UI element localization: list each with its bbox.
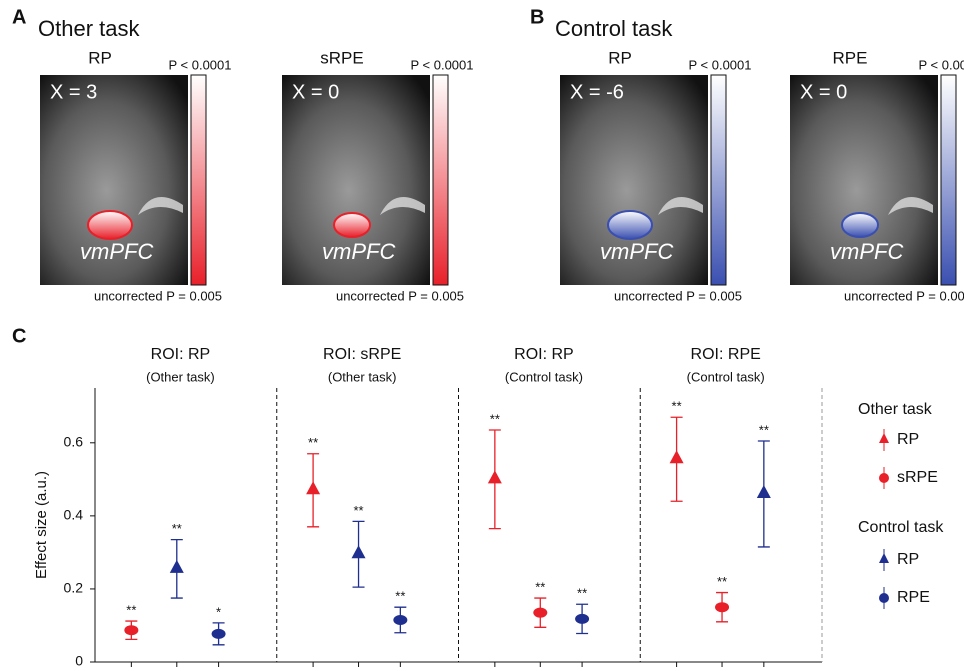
scale-top: P < 0.0001	[918, 57, 964, 72]
panel-letter: A	[12, 6, 26, 28]
scale-bottom: uncorrected P = 0.005	[336, 288, 464, 303]
group-subtitle: (Control task)	[505, 369, 583, 384]
significance-label: **	[490, 411, 500, 426]
scale-bottom: uncorrected P = 0.005	[844, 288, 964, 303]
legend-marker	[879, 553, 889, 563]
scale-bottom: uncorrected P = 0.005	[94, 288, 222, 303]
colorbar	[711, 75, 726, 285]
circle-marker	[715, 602, 729, 612]
circle-marker	[575, 614, 589, 624]
circle-marker	[393, 615, 407, 625]
region-label: vmPFC	[80, 239, 153, 264]
scale-bottom: uncorrected P = 0.005	[614, 288, 742, 303]
colorbar	[191, 75, 206, 285]
triangle-marker	[170, 560, 184, 573]
panel-letter: C	[12, 325, 26, 347]
image-label: RP	[88, 48, 112, 67]
triangle-marker	[352, 545, 366, 558]
activation-blob	[334, 213, 370, 237]
legend-marker	[879, 473, 889, 483]
triangle-marker	[670, 450, 684, 463]
image-label: RP	[608, 48, 632, 67]
scale-top: P < 0.0001	[410, 57, 473, 72]
coord-label: X = 0	[292, 81, 339, 103]
significance-label: *	[216, 604, 221, 619]
significance-label: **	[717, 574, 727, 589]
y-tick-label: 0.2	[64, 580, 84, 596]
y-tick-label: 0	[75, 653, 83, 669]
group-title: ROI: RPE	[691, 346, 761, 363]
circle-marker	[124, 625, 138, 635]
group-title: ROI: RP	[514, 346, 574, 363]
legend-heading: Control task	[858, 519, 944, 536]
panel-title: Other task	[38, 16, 140, 41]
triangle-marker	[757, 485, 771, 498]
triangle-marker	[488, 470, 502, 483]
panel-letter: B	[530, 6, 544, 28]
image-label: RPE	[833, 48, 868, 67]
region-label: vmPFC	[600, 239, 673, 264]
group-subtitle: (Other task)	[328, 369, 397, 384]
y-axis-label: Effect size (a.u.)	[33, 471, 50, 579]
significance-label: **	[672, 399, 682, 414]
coord-label: X = 3	[50, 81, 97, 103]
region-label: vmPFC	[830, 239, 903, 264]
group-title: ROI: RP	[151, 346, 211, 363]
legend-label: sRPE	[897, 469, 938, 486]
scale-top: P < 0.0001	[168, 57, 231, 72]
circle-marker	[212, 629, 226, 639]
y-tick-label: 0.4	[64, 507, 84, 523]
activation-blob	[608, 211, 652, 239]
activation-blob	[88, 211, 132, 239]
legend-marker	[879, 593, 889, 603]
legend-marker	[879, 433, 889, 443]
significance-label: **	[395, 589, 405, 604]
significance-label: **	[759, 422, 769, 437]
triangle-marker	[306, 481, 320, 494]
colorbar	[433, 75, 448, 285]
legend-heading: Other task	[858, 401, 933, 418]
coord-label: X = -6	[570, 81, 624, 103]
legend-label: RP	[897, 551, 919, 568]
region-label: vmPFC	[322, 239, 395, 264]
scale-top: P < 0.0001	[688, 57, 751, 72]
activation-blob	[842, 213, 878, 237]
significance-label: **	[172, 521, 182, 536]
figure: A Other task X = 3 vmPFC RP P < 0.0001 uncorre…	[0, 0, 964, 671]
coord-label: X = 0	[800, 81, 847, 103]
group-title: ROI: sRPE	[323, 346, 401, 363]
group-subtitle: (Control task)	[687, 369, 765, 384]
significance-label: **	[535, 580, 545, 595]
panel-title: Control task	[555, 16, 673, 41]
legend-label: RPE	[897, 589, 930, 606]
group-subtitle: (Other task)	[146, 369, 215, 384]
legend-label: RP	[897, 431, 919, 448]
colorbar	[941, 75, 956, 285]
significance-label: **	[353, 503, 363, 518]
circle-marker	[533, 608, 547, 618]
image-label: sRPE	[320, 48, 363, 67]
y-tick-label: 0.6	[64, 434, 84, 450]
significance-label: **	[308, 435, 318, 450]
significance-label: **	[577, 586, 587, 601]
significance-label: **	[126, 603, 136, 618]
